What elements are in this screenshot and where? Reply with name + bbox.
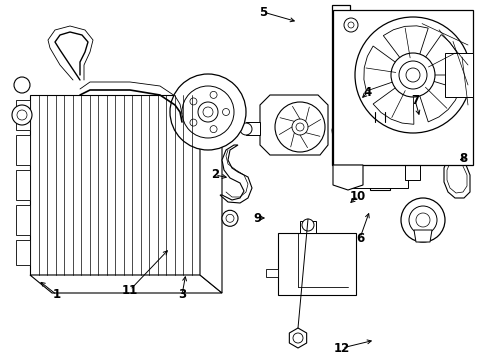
Text: 11: 11 bbox=[122, 284, 138, 297]
Polygon shape bbox=[289, 328, 307, 348]
Circle shape bbox=[180, 113, 190, 123]
Circle shape bbox=[17, 110, 27, 120]
Polygon shape bbox=[414, 230, 432, 242]
Circle shape bbox=[354, 154, 370, 170]
Circle shape bbox=[401, 198, 445, 242]
Circle shape bbox=[240, 123, 252, 135]
Circle shape bbox=[275, 102, 325, 152]
Polygon shape bbox=[423, 35, 462, 75]
Circle shape bbox=[416, 213, 430, 227]
Polygon shape bbox=[300, 221, 316, 233]
Circle shape bbox=[203, 107, 213, 117]
Circle shape bbox=[182, 86, 234, 138]
Polygon shape bbox=[333, 10, 473, 165]
Polygon shape bbox=[16, 135, 30, 165]
Polygon shape bbox=[200, 95, 222, 293]
Polygon shape bbox=[30, 95, 200, 275]
Circle shape bbox=[222, 210, 238, 226]
Circle shape bbox=[348, 22, 354, 28]
Polygon shape bbox=[370, 122, 390, 135]
Circle shape bbox=[399, 61, 427, 89]
Text: 3: 3 bbox=[178, 288, 186, 302]
Polygon shape bbox=[373, 85, 414, 124]
Polygon shape bbox=[418, 80, 460, 122]
Polygon shape bbox=[332, 5, 350, 165]
Circle shape bbox=[190, 98, 197, 105]
Polygon shape bbox=[370, 135, 390, 190]
Text: 12: 12 bbox=[334, 342, 350, 355]
Circle shape bbox=[12, 105, 32, 125]
Polygon shape bbox=[405, 140, 420, 180]
Polygon shape bbox=[383, 26, 428, 61]
Polygon shape bbox=[260, 95, 328, 155]
Polygon shape bbox=[16, 170, 30, 200]
Polygon shape bbox=[266, 269, 278, 277]
Text: 5: 5 bbox=[259, 5, 267, 18]
Circle shape bbox=[176, 109, 194, 127]
Text: 6: 6 bbox=[356, 231, 364, 244]
Polygon shape bbox=[16, 205, 30, 235]
Circle shape bbox=[302, 219, 314, 231]
Circle shape bbox=[210, 91, 217, 98]
Circle shape bbox=[348, 148, 376, 176]
Text: 9: 9 bbox=[253, 211, 261, 225]
Circle shape bbox=[190, 119, 197, 126]
Text: 8: 8 bbox=[459, 152, 467, 165]
Circle shape bbox=[406, 68, 420, 82]
Text: 10: 10 bbox=[350, 189, 366, 202]
Circle shape bbox=[170, 74, 246, 150]
Circle shape bbox=[371, 154, 389, 172]
Polygon shape bbox=[350, 132, 408, 188]
Polygon shape bbox=[337, 115, 374, 150]
Circle shape bbox=[364, 147, 396, 179]
Polygon shape bbox=[447, 160, 467, 193]
Polygon shape bbox=[16, 240, 30, 265]
Circle shape bbox=[222, 108, 229, 116]
Polygon shape bbox=[364, 46, 399, 91]
Polygon shape bbox=[246, 122, 260, 135]
Polygon shape bbox=[445, 53, 473, 97]
Circle shape bbox=[409, 206, 437, 234]
Polygon shape bbox=[332, 108, 382, 158]
Circle shape bbox=[210, 126, 217, 132]
Circle shape bbox=[293, 333, 303, 343]
Polygon shape bbox=[30, 275, 222, 293]
Circle shape bbox=[198, 102, 218, 122]
Bar bbox=[278, 233, 356, 295]
Circle shape bbox=[344, 18, 358, 32]
Circle shape bbox=[296, 123, 304, 131]
Polygon shape bbox=[16, 100, 30, 130]
Circle shape bbox=[226, 214, 234, 222]
Polygon shape bbox=[444, 155, 470, 198]
Text: 1: 1 bbox=[53, 288, 61, 302]
Circle shape bbox=[355, 17, 471, 133]
Polygon shape bbox=[354, 142, 370, 182]
Text: 2: 2 bbox=[211, 168, 219, 181]
Circle shape bbox=[391, 53, 435, 97]
Circle shape bbox=[292, 119, 308, 135]
Polygon shape bbox=[220, 145, 252, 203]
Text: 7: 7 bbox=[411, 94, 419, 107]
Circle shape bbox=[14, 77, 30, 93]
Text: 4: 4 bbox=[364, 85, 372, 99]
Polygon shape bbox=[333, 165, 363, 190]
